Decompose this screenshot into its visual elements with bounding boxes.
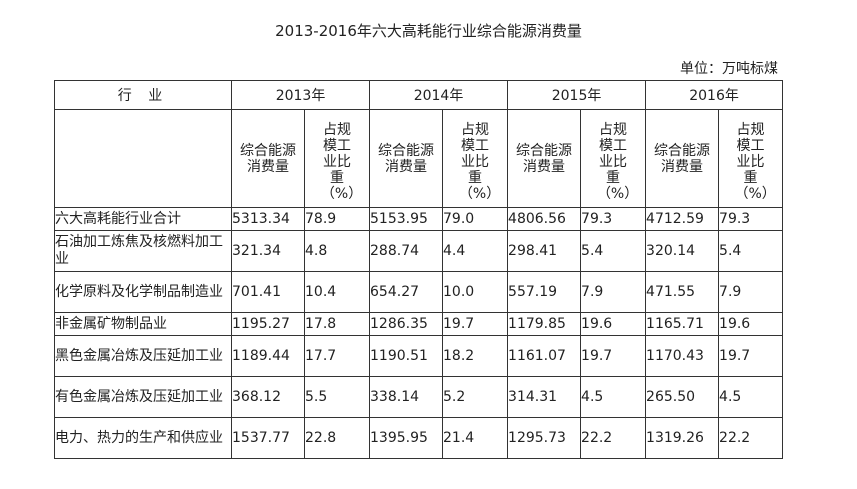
energy-2013: 5313.34	[231, 207, 305, 231]
share-2016: 19.7	[718, 335, 784, 377]
energy-2016: 471.55	[645, 271, 720, 313]
sub-header-share: 占规模工业比重（%）	[718, 109, 784, 208]
industry-name: 六大高耗能行业合计	[54, 207, 232, 231]
sub-header-share-text: 占规模工业比重（%）	[458, 121, 501, 202]
share-2016: 7.9	[718, 271, 784, 313]
year-header-row: 行 业 2013年 2014年 2015年 2016年	[54, 80, 784, 110]
share-2014: 21.4	[442, 417, 509, 459]
share-2016: 5.4	[718, 230, 784, 272]
sub-header-share-text: 占规模工业比重（%）	[596, 121, 639, 202]
sub-header-energy-text: 综合能源消费量	[516, 142, 573, 175]
energy-2016: 4712.59	[645, 207, 720, 231]
table-title: 2013-2016年六大高耗能行业综合能源消费量	[275, 22, 582, 40]
share-2015: 5.4	[580, 230, 647, 272]
table-row: 六大高耗能行业合计 5313.34 78.9 5153.95 79.0 4806…	[54, 207, 784, 231]
sub-header-energy: 综合能源消费量	[507, 109, 582, 208]
sub-header-energy: 综合能源消费量	[369, 109, 444, 208]
share-2015: 22.2	[580, 417, 647, 459]
table-row: 石油加工炼焦及核燃料加工业 321.34 4.8 288.74 4.4 298.…	[54, 230, 784, 272]
share-2014: 19.7	[442, 312, 509, 336]
industry-name: 非金属矿物制品业	[54, 312, 232, 336]
sub-header-energy: 综合能源消费量	[231, 109, 305, 208]
share-2015: 19.7	[580, 335, 647, 377]
year-header-2013: 2013年	[230, 80, 371, 110]
share-2015: 19.6	[580, 312, 647, 336]
sub-header-energy-text: 综合能源消费量	[378, 142, 435, 175]
industry-column-header: 行 业	[54, 80, 232, 110]
share-2014: 79.0	[442, 207, 509, 231]
sub-header-share: 占规模工业比重（%）	[442, 109, 509, 208]
energy-2014: 288.74	[369, 230, 444, 272]
share-2013: 78.9	[303, 207, 371, 231]
energy-2016: 1319.26	[645, 417, 720, 459]
share-2016: 4.5	[718, 376, 784, 418]
share-2015: 7.9	[580, 271, 647, 313]
industry-name: 化学原料及化学制品制造业	[54, 271, 232, 313]
share-2015: 4.5	[580, 376, 647, 418]
energy-2014: 1395.95	[369, 417, 444, 459]
energy-consumption-table: 行 业 2013年 2014年 2015年 2016年 综合能源消费量 占规模工…	[54, 80, 784, 459]
sub-header-row: 综合能源消费量 占规模工业比重（%） 综合能源消费量 占规模工业比重（%） 综合…	[54, 109, 784, 208]
sub-header-blank	[54, 109, 232, 208]
energy-2016: 1165.71	[645, 312, 720, 336]
table-row: 电力、热力的生产和供应业 1537.77 22.8 1395.95 21.4 1…	[54, 417, 784, 459]
industry-name: 电力、热力的生产和供应业	[54, 417, 232, 459]
year-header-2016: 2016年	[645, 80, 784, 110]
energy-2014: 1190.51	[369, 335, 444, 377]
energy-2015: 1161.07	[507, 335, 582, 377]
share-2016: 79.3	[718, 207, 784, 231]
share-2013: 5.5	[303, 376, 371, 418]
year-header-2015: 2015年	[507, 80, 647, 110]
energy-2015: 1295.73	[507, 417, 582, 459]
share-2013: 17.7	[303, 335, 371, 377]
sub-header-share-text: 占规模工业比重（%）	[320, 121, 363, 202]
energy-2014: 5153.95	[369, 207, 444, 231]
energy-2015: 4806.56	[507, 207, 582, 231]
share-2013: 10.4	[303, 271, 371, 313]
energy-2015: 1179.85	[507, 312, 582, 336]
sub-header-energy-text: 综合能源消费量	[240, 142, 296, 175]
energy-2013: 1189.44	[231, 335, 305, 377]
energy-2015: 298.41	[507, 230, 582, 272]
table-row: 黑色金属冶炼及压延加工业 1189.44 17.7 1190.51 18.2 1…	[54, 335, 784, 377]
share-2014: 4.4	[442, 230, 509, 272]
table-row: 有色金属冶炼及压延加工业 368.12 5.5 338.14 5.2 314.3…	[54, 376, 784, 418]
energy-2014: 338.14	[369, 376, 444, 418]
unit-label: 单位：万吨标煤	[680, 61, 778, 77]
sub-header-share: 占规模工业比重（%）	[303, 109, 371, 208]
energy-2013: 701.41	[231, 271, 305, 313]
share-2015: 79.3	[580, 207, 647, 231]
year-header-2014: 2014年	[369, 80, 509, 110]
energy-2013: 1195.27	[231, 312, 305, 336]
share-2016: 22.2	[718, 417, 784, 459]
share-2014: 18.2	[442, 335, 509, 377]
table-row: 非金属矿物制品业 1195.27 17.8 1286.35 19.7 1179.…	[54, 312, 784, 336]
share-2014: 10.0	[442, 271, 509, 313]
share-2016: 19.6	[718, 312, 784, 336]
industry-name: 石油加工炼焦及核燃料加工业	[54, 230, 232, 272]
energy-2013: 1537.77	[231, 417, 305, 459]
share-2013: 22.8	[303, 417, 371, 459]
share-2014: 5.2	[442, 376, 509, 418]
energy-2015: 314.31	[507, 376, 582, 418]
sub-header-energy: 综合能源消费量	[645, 109, 720, 208]
energy-2015: 557.19	[507, 271, 582, 313]
share-2013: 4.8	[303, 230, 371, 272]
energy-2013: 321.34	[231, 230, 305, 272]
energy-2016: 265.50	[645, 376, 720, 418]
sub-header-energy-text: 综合能源消费量	[654, 142, 711, 175]
energy-2016: 320.14	[645, 230, 720, 272]
table-row: 化学原料及化学制品制造业 701.41 10.4 654.27 10.0 557…	[54, 271, 784, 313]
sub-header-share: 占规模工业比重（%）	[580, 109, 647, 208]
energy-2014: 1286.35	[369, 312, 444, 336]
sub-header-share-text: 占规模工业比重（%）	[734, 121, 776, 202]
energy-2013: 368.12	[231, 376, 305, 418]
energy-2014: 654.27	[369, 271, 444, 313]
share-2013: 17.8	[303, 312, 371, 336]
industry-name: 有色金属冶炼及压延加工业	[54, 376, 232, 418]
energy-2016: 1170.43	[645, 335, 720, 377]
industry-name: 黑色金属冶炼及压延加工业	[54, 335, 232, 377]
